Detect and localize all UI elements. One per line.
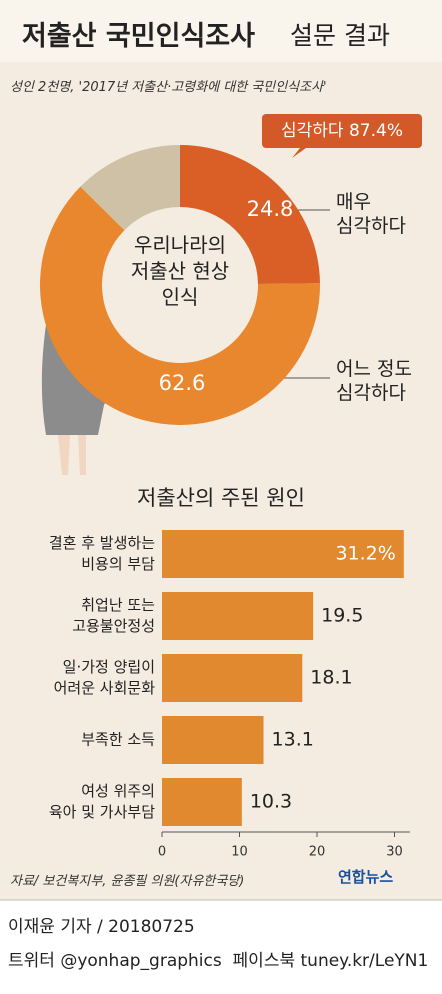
logo: 연합뉴스 xyxy=(338,868,394,886)
x-tick-label: 0 xyxy=(158,845,166,860)
category-label: 어느 정도 심각하다 xyxy=(336,358,412,404)
callout-pointer xyxy=(292,148,306,158)
data-label: 13.1 xyxy=(272,729,314,751)
bar xyxy=(162,716,264,764)
bar xyxy=(162,592,314,640)
category-label: 결혼 후 발생하는 비용의 부담 xyxy=(48,534,155,573)
category-label: 여성 위주의 육아 및 가사부담 xyxy=(48,782,155,821)
category-label: 취업난 또는 고용불안정성 xyxy=(72,596,155,635)
data-label: 31.2% xyxy=(335,543,395,565)
donut-segment xyxy=(40,186,321,425)
social: 트위터 @yonhap_graphics 페이스북 tuney.kr/LeYN1 xyxy=(8,951,429,971)
x-tick-label: 10 xyxy=(231,845,248,860)
bar xyxy=(162,778,242,826)
title-suffix: 설문 결과 xyxy=(290,21,390,50)
callout-box xyxy=(262,114,422,148)
donut-segment xyxy=(80,145,180,231)
x-tick-label: 20 xyxy=(309,845,326,860)
data-label: 18.1 xyxy=(310,667,352,689)
data-label: 19.5 xyxy=(321,605,363,627)
source: 자료/ 보건복지부, 윤종필 의원(자유한국당) xyxy=(10,874,245,889)
annotation: 심각하다 87.4% xyxy=(281,121,403,141)
data-label: 62.6 xyxy=(159,371,206,395)
data-label: 10.3 xyxy=(250,791,292,813)
bar-title: 저출산의 주된 원인 xyxy=(137,486,305,510)
category-label: 매우 심각하다 xyxy=(336,191,406,237)
donut-segment xyxy=(180,145,320,285)
data-label: 24.8 xyxy=(247,197,294,221)
x-tick-label: 30 xyxy=(386,845,403,860)
donut-center-label: 우리나라의 저출산 현상 인식 xyxy=(130,233,230,309)
byline: 이재윤 기자 / 20180725 xyxy=(8,917,195,937)
title: 저출산 국민인식조사 xyxy=(22,21,255,52)
title-band xyxy=(0,0,442,62)
category-label: 부족한 소득 xyxy=(81,730,155,749)
bar xyxy=(162,654,303,702)
bar xyxy=(162,530,404,578)
subtitle: 성인 2천명, '2017년 저출산·고령화에 대한 국민인식조사' xyxy=(10,80,327,95)
category-label: 일·가정 양립이 어려운 사회문화 xyxy=(53,658,155,697)
